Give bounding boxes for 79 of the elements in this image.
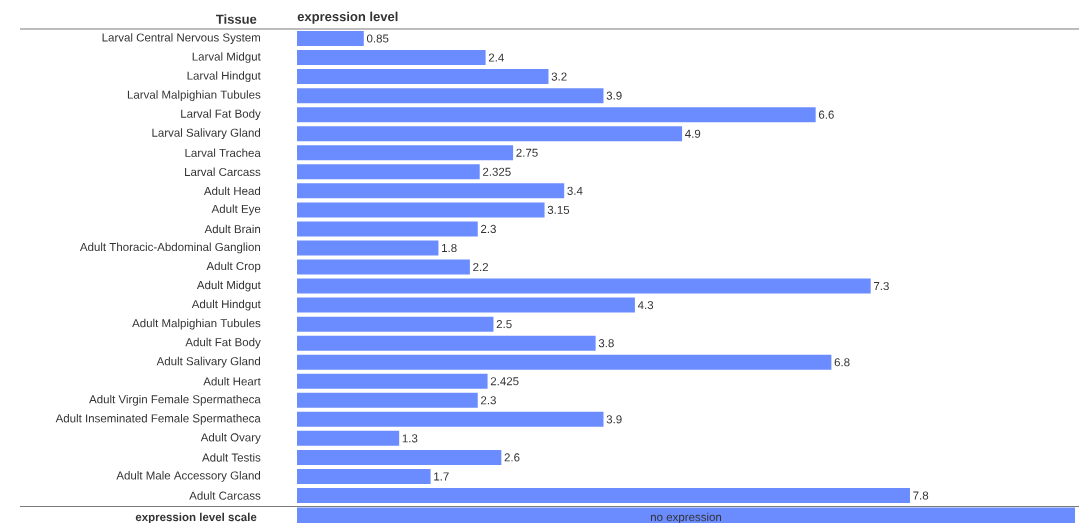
y-tick-label: Adult Male Accessory Gland [116,471,261,482]
y-tick-label: Larval Carcass [185,167,261,177]
y-tick-label: Adult Crop [206,261,261,273]
data-label: 0.85 [366,34,389,43]
data-label: 6.8 [834,358,850,367]
data-label: 3.4 [567,186,583,195]
bar [297,316,494,332]
data-label: 7.8 [913,491,929,500]
data-label: 2.6 [504,453,520,462]
data-label: 2.425 [490,377,519,386]
y-tick-label: Adult Virgin Female Spermatheca [89,394,261,406]
bar [297,164,480,180]
data-label: 2.75 [516,148,538,157]
y-tick-label: Larval Salivary Gland [152,128,261,140]
bar [297,240,439,256]
data-label: 2.325 [482,167,511,176]
data-label: 4.3 [637,301,654,310]
y-tick-label: Larval Hindgut [187,71,261,82]
y-tick-label: Larval Midgut [192,52,261,63]
y-tick-label: Adult Inseminated Female Spermatheca [55,413,261,425]
bar [297,373,488,389]
data-label: 6.6 [818,110,834,119]
y-tick-label: Adult Heart [203,377,261,386]
y-axis-title: Tissue [215,14,257,24]
data-label: 3.9 [606,91,622,100]
bar [297,278,871,294]
y-tick-label: Adult Fat Body [185,337,261,349]
bar [297,411,604,427]
bar [297,468,431,484]
bar [297,297,635,313]
bar [297,50,486,66]
data-label: 2.3 [481,396,496,405]
y-tick-label: Adult Head [203,186,261,196]
bar [297,335,596,351]
bar [297,430,400,446]
y-tick-label: Larval Malpighian Tubules [127,90,261,102]
y-tick-label: Adult Hindgut [191,299,261,311]
data-label: 3.15 [547,205,570,214]
y-tick-label: Larval Trachea [185,148,261,157]
bar [297,69,549,85]
y-tick-label: Adult Salivary Gland [156,356,261,368]
bar [297,183,565,199]
text: expression level scale [135,512,257,523]
y-tick-label: Larval Central Nervous System [102,33,261,44]
data-label: 1.7 [434,472,449,481]
y-tick-label: Adult Testis [202,453,261,462]
y-tick-label: Adult Carcass [189,491,261,500]
data-label: 4.9 [685,129,701,138]
y-tick-label: Adult Ovary [200,433,261,444]
data-label: 2.5 [496,320,512,329]
data-label: 2.2 [473,262,488,272]
data-label: 3.2 [551,72,567,81]
y-tick-label: Adult Thoracic-Abdominal Ganglion [79,242,261,254]
bar [297,107,816,123]
y-tick-label: Adult Brain [204,224,261,234]
y-tick-label: Adult Malpighian Tubules [132,318,261,330]
data-label: 2.4 [488,53,504,62]
data-label: 1.3 [402,434,418,443]
data-label: 3.9 [606,415,622,424]
y-tick-label: Larval Fat Body [181,109,261,121]
data-label: 1.8 [442,243,457,253]
y-tick-label: Adult Midgut [196,280,261,292]
bar [297,259,470,275]
text: no expression [650,512,722,523]
bar [297,392,478,408]
bar [297,126,683,142]
bar [297,487,910,503]
data-label: 2.3 [481,224,496,233]
bar [297,31,364,47]
bar [297,88,604,104]
y-tick-label: Adult Eye [211,204,261,216]
bar [297,221,478,237]
x-axis-title: expression level [297,11,398,24]
bar [297,354,832,370]
bar [297,202,545,218]
data-label: 7.3 [873,281,889,291]
data-label: 3.8 [598,339,614,348]
bar [297,449,502,465]
bar [297,145,514,161]
